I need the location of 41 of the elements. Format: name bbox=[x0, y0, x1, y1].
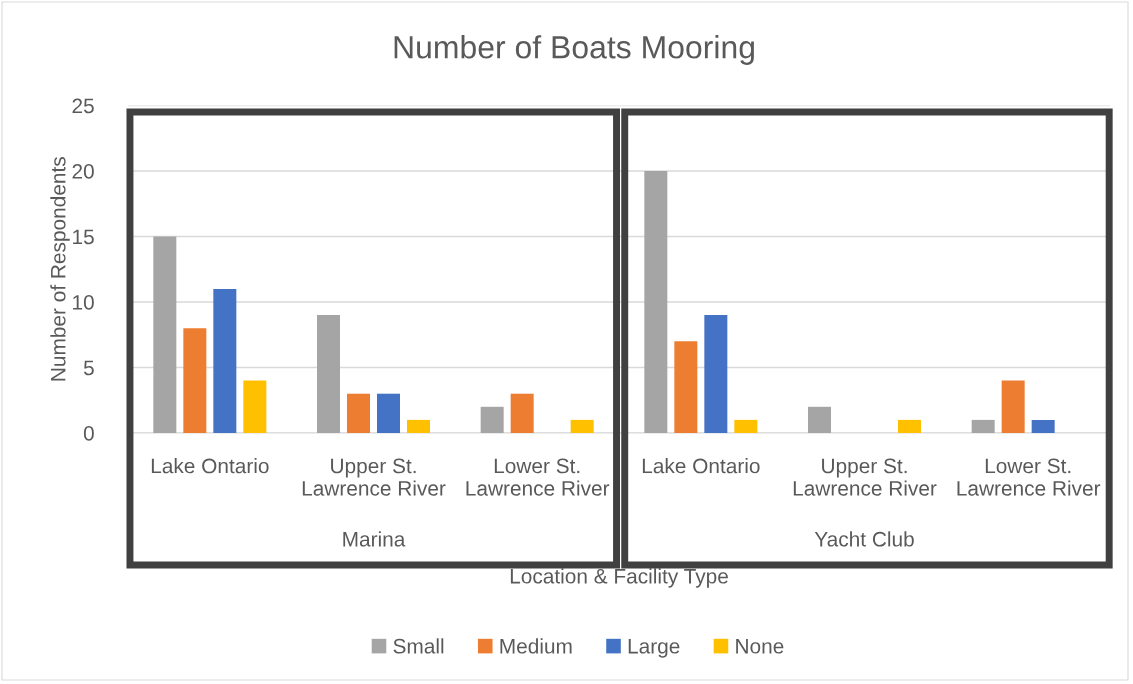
bar bbox=[480, 406, 504, 433]
bar bbox=[898, 419, 921, 433]
y-tick-label: 20 bbox=[72, 164, 94, 179]
bar bbox=[317, 315, 340, 433]
legend-label: Large bbox=[628, 639, 680, 658]
y-tick-label: 25 bbox=[72, 98, 94, 114]
text: Yacht Club bbox=[814, 531, 914, 547]
y-tick-label: 10 bbox=[73, 295, 94, 310]
legend-label: Medium bbox=[500, 638, 572, 654]
x-tick-label: Lake Ontario bbox=[642, 458, 760, 474]
x-tick-label: Upper St. Lawrence River bbox=[302, 458, 446, 496]
bar bbox=[407, 419, 430, 433]
legend-label: None bbox=[736, 639, 784, 654]
y-axis-title: Number of Respondents bbox=[50, 157, 70, 381]
bar bbox=[1031, 419, 1055, 433]
bar bbox=[971, 419, 995, 433]
chart-title: Number of Boats Mooring bbox=[394, 35, 754, 65]
y-tick-label: 15 bbox=[73, 229, 94, 245]
bar bbox=[808, 406, 831, 433]
bar bbox=[734, 419, 758, 433]
bar bbox=[570, 419, 594, 433]
bar bbox=[510, 393, 534, 433]
bar bbox=[674, 341, 698, 433]
x-tick-label: Upper St. Lawrence River bbox=[793, 458, 937, 496]
bar bbox=[347, 393, 370, 433]
bar bbox=[153, 236, 177, 433]
bar bbox=[243, 380, 267, 433]
bar bbox=[213, 288, 237, 433]
x-tick-label: Lower St. Lawrence River bbox=[957, 458, 1101, 496]
bar bbox=[183, 328, 207, 433]
y-tick-label: 5 bbox=[83, 360, 94, 376]
x-tick-label: Lower St. Lawrence River bbox=[466, 458, 610, 496]
text: Marina bbox=[343, 531, 406, 547]
bar bbox=[644, 171, 668, 433]
bar bbox=[1001, 380, 1025, 433]
legend-label: Small bbox=[393, 638, 444, 654]
y-tick-label: 0 bbox=[83, 426, 94, 441]
x-tick-label: Lake Ontario bbox=[151, 458, 269, 474]
bar bbox=[377, 393, 400, 433]
bar bbox=[704, 315, 728, 433]
x-axis-title: Location & Facility Type bbox=[510, 568, 728, 588]
